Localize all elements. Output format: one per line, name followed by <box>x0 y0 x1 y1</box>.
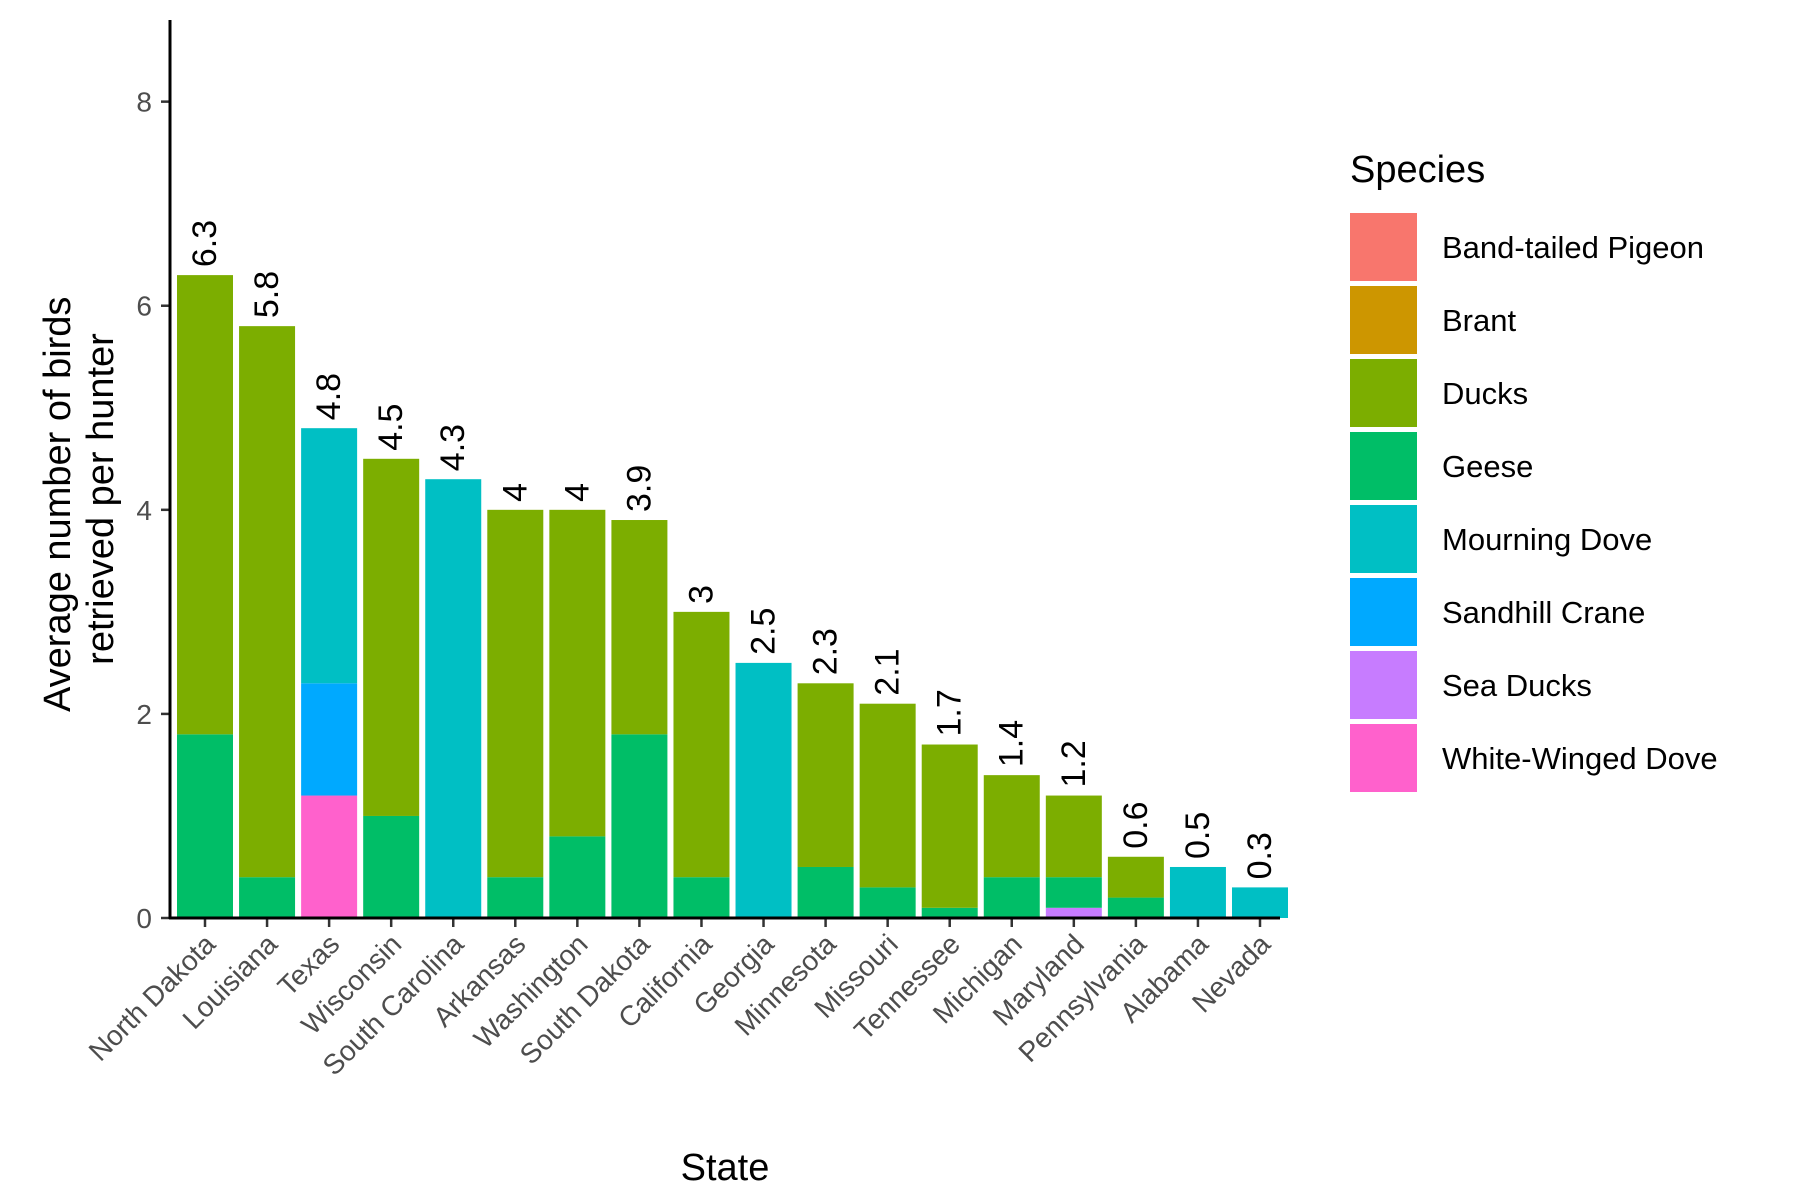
bar-total-label-alabama: 0.5 <box>1179 812 1217 859</box>
legend-label-ducks: Ducks <box>1442 376 1528 411</box>
bar-segment-wisconsin-ducks <box>363 458 420 816</box>
bar-segment-california-ducks <box>673 611 730 878</box>
bar-segment-louisiana-geese <box>239 877 296 918</box>
legend-swatch-brant <box>1350 286 1417 354</box>
bar-total-label-maryland: 1.2 <box>1055 740 1093 787</box>
bar-total-label-missouri: 2.1 <box>869 648 907 695</box>
bar-segment-pennsylvania-geese <box>1107 897 1164 918</box>
bar-segment-washington-ducks <box>549 509 606 837</box>
legend-swatch-sandhill-crane <box>1350 578 1417 646</box>
bar-segment-minnesota-geese <box>797 866 854 918</box>
legend-title: Species <box>1350 149 1485 191</box>
bar-segment-minnesota-ducks <box>797 683 854 867</box>
legend-label-geese: Geese <box>1442 449 1533 484</box>
bar-segment-arkansas-geese <box>487 877 544 918</box>
bar-total-labels: 6.3 5.8 4.8 4.5 4.3 4 4 3.9 3 2.5 2.3 2.1 1.7 1.4 1.2 0… <box>186 220 1279 880</box>
bar-total-label-georgia: 2.5 <box>745 608 783 655</box>
bar-segment-north-dakota-geese <box>177 734 233 918</box>
axes <box>161 20 1280 927</box>
bar-total-label-texas: 4.8 <box>310 373 348 420</box>
legend-swatch-geese <box>1350 432 1417 500</box>
bar-segment-nevada-mourning-dove <box>1232 887 1288 918</box>
legend-swatch-ducks <box>1350 359 1417 427</box>
bar-segment-north-dakota-ducks <box>177 275 233 735</box>
legend-label-brant: Brant <box>1442 303 1516 338</box>
bar-segment-south-dakota-ducks <box>611 520 668 735</box>
bar-segment-louisiana-ducks <box>239 326 296 878</box>
legend-swatch-band-tailed-pigeon <box>1350 213 1417 281</box>
y-axis-tick-labels: 0 2 4 6 8 <box>136 87 152 934</box>
bar-total-label-wisconsin: 4.5 <box>372 404 410 451</box>
y-tick-label-8: 8 <box>136 87 152 118</box>
bar-total-label-nevada: 0.3 <box>1241 832 1279 879</box>
y-tick-label-4: 4 <box>136 495 152 526</box>
bar-total-label-michigan: 1.4 <box>993 720 1031 767</box>
x-axis-title: State <box>681 1147 770 1189</box>
legend-label-white-winged-dove: White-Winged Dove <box>1442 741 1718 776</box>
bar-total-label-north-dakota: 6.3 <box>186 220 224 267</box>
bar-segment-texas-white-winged-dove <box>301 795 358 918</box>
bar-segment-arkansas-ducks <box>487 509 544 878</box>
legend-swatch-mourning-dove <box>1350 505 1417 573</box>
y-tick-label-6: 6 <box>136 291 152 322</box>
bar-segment-wisconsin-geese <box>363 815 420 918</box>
bar-segment-missouri-ducks <box>859 703 916 888</box>
bar-total-label-pennsylvania: 0.6 <box>1117 802 1155 849</box>
legend: Species Band-tailed Pigeon Brant Ducks Gees… <box>1350 149 1718 792</box>
bar-segment-south-dakota-geese <box>611 734 668 918</box>
bar-total-label-louisiana: 5.8 <box>248 271 286 318</box>
y-axis-title-line-2: retrieved per hunter <box>80 333 122 665</box>
bar-segment-texas-sandhill-crane <box>301 683 358 796</box>
bar-segment-georgia-mourning-dove <box>735 662 792 918</box>
bar-segment-california-geese <box>673 877 730 918</box>
bar-segment-michigan-geese <box>983 877 1040 918</box>
legend-label-band-tailed-pigeon: Band-tailed Pigeon <box>1442 230 1704 265</box>
y-tick-label-0: 0 <box>136 903 152 934</box>
bar-segment-texas-mourning-dove <box>301 428 358 684</box>
bar-segment-maryland-ducks <box>1045 795 1102 878</box>
y-tick-label-2: 2 <box>136 699 152 730</box>
legend-label-mourning-dove: Mourning Dove <box>1442 522 1652 557</box>
bar-total-label-california: 3 <box>682 585 720 604</box>
legend-swatch-sea-ducks <box>1350 651 1417 719</box>
bar-segment-michigan-ducks <box>983 775 1040 878</box>
x-axis-tick-labels: North DakotaLouisianaTexasWisconsinSouth… <box>83 928 1277 1081</box>
bar-segment-alabama-mourning-dove <box>1169 866 1226 918</box>
bar-total-label-tennessee: 1.7 <box>931 689 969 736</box>
bar-segment-tennessee-geese <box>921 907 978 918</box>
bar-segment-south-carolina-mourning-dove <box>425 479 482 918</box>
y-axis-title: Average number of birds retrieved per hu… <box>37 286 122 712</box>
legend-swatch-white-winged-dove <box>1350 724 1417 792</box>
bar-segment-pennsylvania-ducks <box>1107 856 1164 898</box>
bar-total-label-south-dakota: 3.9 <box>620 465 658 512</box>
bar-segment-missouri-geese <box>859 887 916 918</box>
legend-label-sandhill-crane: Sandhill Crane <box>1442 595 1645 630</box>
bar-total-label-minnesota: 2.3 <box>807 628 845 675</box>
bar-segment-maryland-sea-ducks <box>1045 907 1102 918</box>
legend-label-sea-ducks: Sea Ducks <box>1442 668 1592 703</box>
bar-segment-tennessee-ducks <box>921 744 978 908</box>
bar-total-label-washington: 4 <box>558 483 596 502</box>
bar-segment-washington-geese <box>549 836 606 918</box>
y-axis-title-line-1: Average number of birds <box>37 297 79 712</box>
bar-segment-maryland-geese <box>1045 877 1102 908</box>
legend-items: Band-tailed Pigeon Brant Ducks Geese Mournin… <box>1350 213 1718 792</box>
bars-layer <box>177 275 1288 918</box>
bar-total-label-arkansas: 4 <box>496 483 534 502</box>
bar-total-label-south-carolina: 4.3 <box>434 424 472 471</box>
